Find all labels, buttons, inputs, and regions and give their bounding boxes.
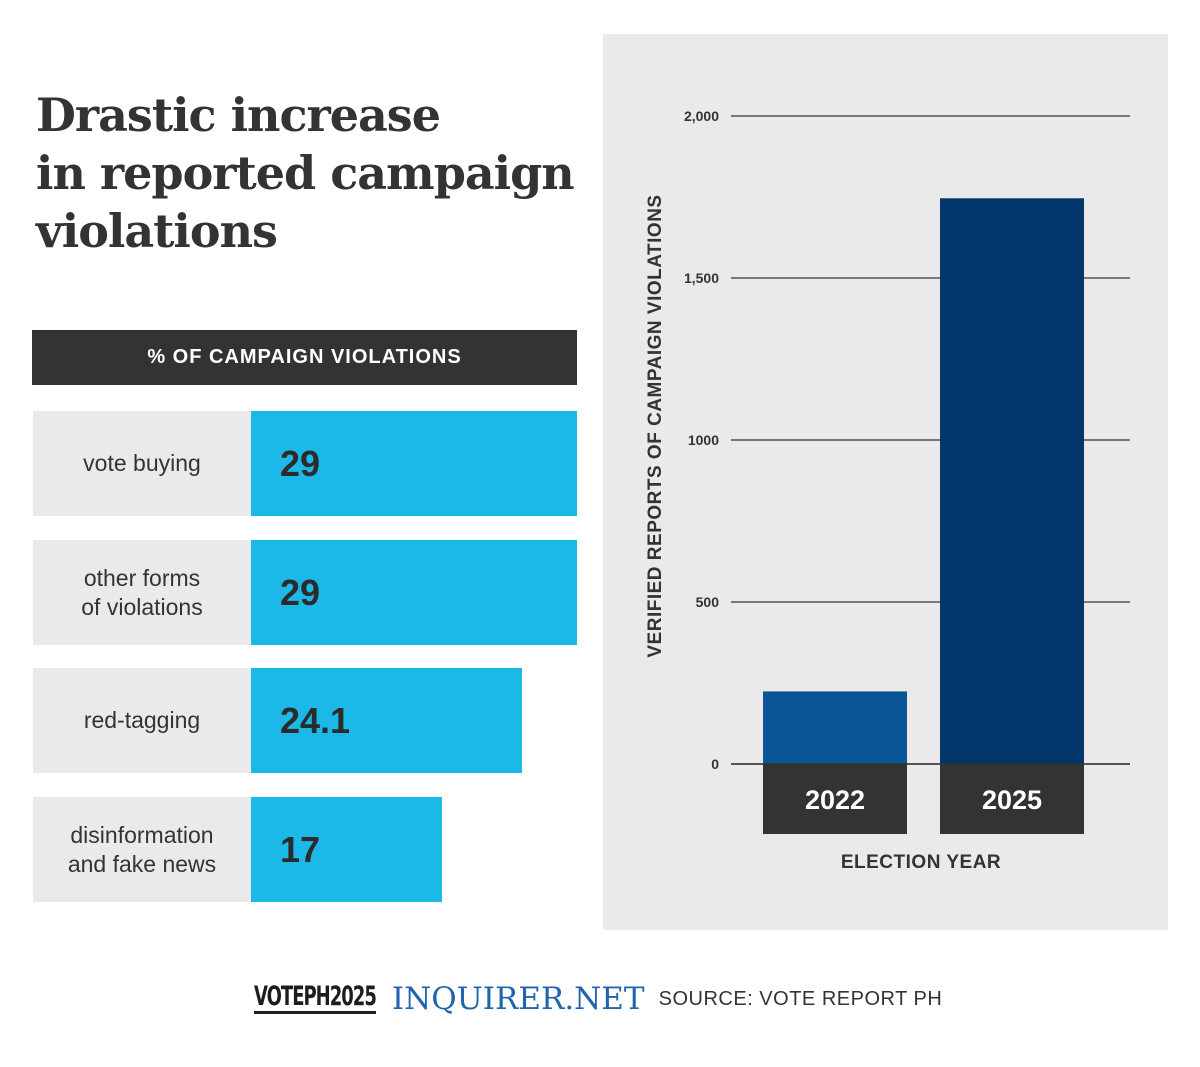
yearly-chart-panel: 0 500 1000 1,500 2,000 2022 2025 ELECTION YEAR V…: [603, 34, 1168, 930]
yearly-bar-chart: 0 500 1000 1,500 2,000 2022 2025 ELECTION YEAR V…: [645, 108, 1130, 873]
x-tick-label: 2025: [982, 785, 1042, 815]
y-tick-label: 1,500: [684, 270, 719, 286]
title-line-3: violations: [36, 204, 278, 258]
y-tick-label: 0: [711, 756, 719, 772]
y-tick-label: 500: [696, 594, 720, 610]
category-value: 29: [280, 442, 321, 484]
title-line-2: in reported campaign: [36, 146, 575, 200]
percentage-panel-header-label: % OF CAMPAIGN VIOLATIONS: [147, 346, 462, 368]
category-value: 29: [280, 571, 321, 613]
y-tick-label: 1000: [688, 432, 719, 448]
bar-2025: [940, 198, 1084, 764]
category-label: other forms of violations: [33, 540, 251, 645]
chart-title: Drastic increase in reported campaign vi…: [36, 86, 576, 260]
source-note: SOURCE: VOTE REPORT PH: [658, 987, 943, 1010]
category-label-box: [763, 764, 907, 834]
category-bar: [251, 540, 577, 645]
inquirer-brand-logo: INQUIRER.NET: [391, 981, 645, 1017]
category-bar: [251, 668, 522, 773]
bar-2022: [763, 691, 907, 764]
title-line-1: Drastic increase: [36, 88, 441, 142]
category-label-box: [940, 764, 1084, 834]
x-axis-title: ELECTION YEAR: [841, 852, 1001, 873]
footer: VOTEPH2025 INQUIRER.NET SOURCE: VOTE REP…: [254, 978, 942, 1020]
category-value: 24.1: [280, 699, 351, 741]
y-axis-title: VERIFIED REPORTS OF CAMPAIGN VIOLATIONS: [645, 194, 666, 657]
category-bar: [251, 797, 443, 902]
category-value: 17: [280, 828, 321, 870]
vote-ph-2025-logo: VOTEPH2025: [254, 981, 377, 1014]
category-label: red-tagging: [33, 668, 251, 773]
category-label: disinformation and fake news: [33, 797, 251, 902]
y-tick-label: 2,000: [684, 108, 719, 124]
percentage-panel-header: % OF CAMPAIGN VIOLATIONS: [32, 330, 577, 385]
x-tick-label: 2022: [805, 785, 865, 815]
category-bar: [251, 411, 577, 516]
category-label: vote buying: [33, 411, 251, 516]
